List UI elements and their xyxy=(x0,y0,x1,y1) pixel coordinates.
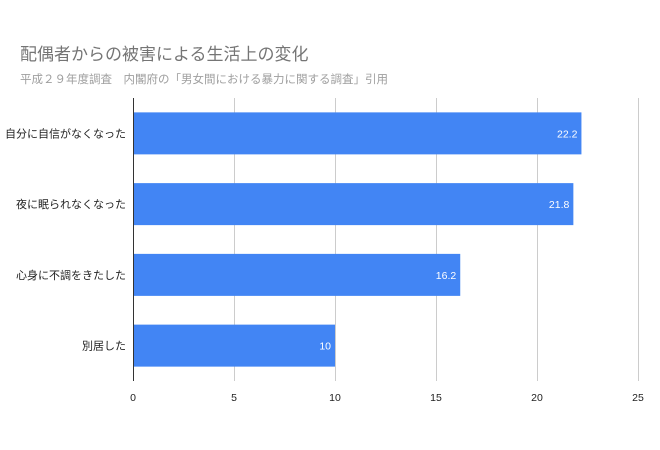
category-label-2: 心身に不調をきたした xyxy=(16,268,126,282)
data-label-2: 16.2 xyxy=(436,270,457,282)
bar-0 xyxy=(133,112,582,155)
data-label-0: 22.2 xyxy=(557,128,578,140)
x-tick-label-5: 25 xyxy=(632,392,644,404)
chart-subtitle: 平成２９年度調査 内閣府の「男女間における暴力に関する調査」引用 xyxy=(20,72,388,86)
x-tick-label-2: 10 xyxy=(329,392,341,404)
x-tick-label-0: 0 xyxy=(130,392,136,404)
bar-2 xyxy=(133,253,461,296)
category-label-1: 夜に眠られなくなった xyxy=(16,197,126,211)
chart-title: 配偶者からの被害による生活上の変化 xyxy=(20,45,309,65)
data-label-3: 10 xyxy=(319,341,331,353)
x-tick-label-4: 20 xyxy=(531,392,543,404)
x-tick-label-1: 5 xyxy=(231,392,237,404)
bar-3 xyxy=(133,324,335,367)
data-label-1: 21.8 xyxy=(549,199,570,211)
category-label-0: 自分に自信がなくなった xyxy=(5,126,126,140)
category-label-3: 別居した xyxy=(82,340,126,353)
x-tick-label-3: 15 xyxy=(430,392,442,404)
bar-1 xyxy=(133,183,574,226)
